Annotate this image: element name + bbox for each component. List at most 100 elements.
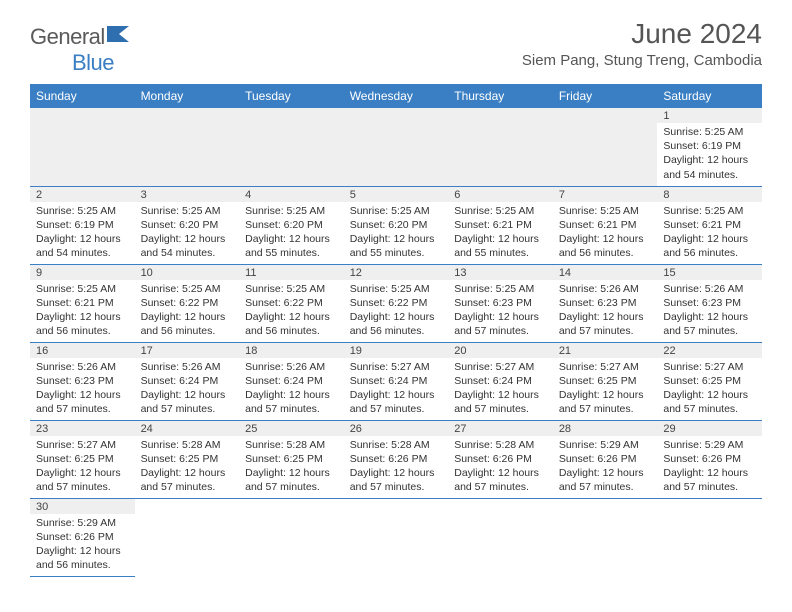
calendar-cell: 19Sunrise: 5:27 AMSunset: 6:24 PMDayligh… — [344, 342, 449, 420]
sunrise-line: Sunrise: 5:27 AM — [559, 360, 652, 374]
calendar-cell: 27Sunrise: 5:28 AMSunset: 6:26 PMDayligh… — [448, 420, 553, 498]
daylight-line: Daylight: 12 hours and 57 minutes. — [663, 310, 756, 338]
month-title: June 2024 — [522, 18, 762, 50]
daylight-line: Daylight: 12 hours and 56 minutes. — [663, 232, 756, 260]
calendar-row: 16Sunrise: 5:26 AMSunset: 6:23 PMDayligh… — [30, 342, 762, 420]
calendar-table: SundayMondayTuesdayWednesdayThursdayFrid… — [30, 84, 762, 577]
day-number: 2 — [30, 187, 135, 202]
calendar-cell: 13Sunrise: 5:25 AMSunset: 6:23 PMDayligh… — [448, 264, 553, 342]
day-details: Sunrise: 5:25 AMSunset: 6:21 PMDaylight:… — [448, 202, 553, 263]
day-details: Sunrise: 5:26 AMSunset: 6:24 PMDaylight:… — [135, 358, 240, 419]
daylight-line: Daylight: 12 hours and 56 minutes. — [141, 310, 234, 338]
logo: GeneralBlue — [30, 24, 133, 76]
calendar-cell: 5Sunrise: 5:25 AMSunset: 6:20 PMDaylight… — [344, 186, 449, 264]
calendar-cell: 17Sunrise: 5:26 AMSunset: 6:24 PMDayligh… — [135, 342, 240, 420]
daylight-line: Daylight: 12 hours and 54 minutes. — [141, 232, 234, 260]
day-details: Sunrise: 5:26 AMSunset: 6:24 PMDaylight:… — [239, 358, 344, 419]
day-number: 19 — [344, 343, 449, 358]
calendar-cell — [553, 108, 658, 186]
calendar-row: 1Sunrise: 5:25 AMSunset: 6:19 PMDaylight… — [30, 108, 762, 186]
day-number: 27 — [448, 421, 553, 436]
sunrise-line: Sunrise: 5:25 AM — [350, 204, 443, 218]
sunrise-line: Sunrise: 5:26 AM — [559, 282, 652, 296]
day-details: Sunrise: 5:25 AMSunset: 6:20 PMDaylight:… — [344, 202, 449, 263]
calendar-cell: 26Sunrise: 5:28 AMSunset: 6:26 PMDayligh… — [344, 420, 449, 498]
day-details: Sunrise: 5:25 AMSunset: 6:20 PMDaylight:… — [135, 202, 240, 263]
weekday-header: Saturday — [657, 84, 762, 108]
calendar-cell: 7Sunrise: 5:25 AMSunset: 6:21 PMDaylight… — [553, 186, 658, 264]
calendar-cell: 18Sunrise: 5:26 AMSunset: 6:24 PMDayligh… — [239, 342, 344, 420]
daylight-line: Daylight: 12 hours and 54 minutes. — [663, 153, 756, 181]
title-block: June 2024 Siem Pang, Stung Treng, Cambod… — [522, 18, 762, 69]
calendar-cell: 1Sunrise: 5:25 AMSunset: 6:19 PMDaylight… — [657, 108, 762, 186]
sunset-line: Sunset: 6:26 PM — [350, 452, 443, 466]
day-details: Sunrise: 5:29 AMSunset: 6:26 PMDaylight:… — [30, 514, 135, 575]
sunrise-line: Sunrise: 5:25 AM — [245, 204, 338, 218]
sunrise-line: Sunrise: 5:25 AM — [141, 204, 234, 218]
sunset-line: Sunset: 6:24 PM — [350, 374, 443, 388]
day-number: 10 — [135, 265, 240, 280]
day-details: Sunrise: 5:25 AMSunset: 6:21 PMDaylight:… — [30, 280, 135, 341]
sunrise-line: Sunrise: 5:29 AM — [36, 516, 129, 530]
calendar-cell: 10Sunrise: 5:25 AMSunset: 6:22 PMDayligh… — [135, 264, 240, 342]
day-number: 18 — [239, 343, 344, 358]
calendar-cell — [239, 108, 344, 186]
day-details: Sunrise: 5:28 AMSunset: 6:25 PMDaylight:… — [239, 436, 344, 497]
sunset-line: Sunset: 6:20 PM — [350, 218, 443, 232]
day-details: Sunrise: 5:25 AMSunset: 6:22 PMDaylight:… — [239, 280, 344, 341]
daylight-line: Daylight: 12 hours and 56 minutes. — [350, 310, 443, 338]
location: Siem Pang, Stung Treng, Cambodia — [522, 52, 762, 69]
logo-word-2: Blue — [72, 50, 114, 75]
daylight-line: Daylight: 12 hours and 56 minutes. — [36, 544, 129, 572]
day-details: Sunrise: 5:25 AMSunset: 6:19 PMDaylight:… — [30, 202, 135, 263]
calendar-cell: 23Sunrise: 5:27 AMSunset: 6:25 PMDayligh… — [30, 420, 135, 498]
sunset-line: Sunset: 6:24 PM — [454, 374, 547, 388]
daylight-line: Daylight: 12 hours and 57 minutes. — [454, 466, 547, 494]
sunset-line: Sunset: 6:21 PM — [36, 296, 129, 310]
daylight-line: Daylight: 12 hours and 55 minutes. — [245, 232, 338, 260]
calendar-cell: 3Sunrise: 5:25 AMSunset: 6:20 PMDaylight… — [135, 186, 240, 264]
calendar-body: 1Sunrise: 5:25 AMSunset: 6:19 PMDaylight… — [30, 108, 762, 576]
day-details: Sunrise: 5:27 AMSunset: 6:25 PMDaylight:… — [30, 436, 135, 497]
day-number: 17 — [135, 343, 240, 358]
daylight-line: Daylight: 12 hours and 57 minutes. — [245, 388, 338, 416]
sunrise-line: Sunrise: 5:25 AM — [245, 282, 338, 296]
calendar-cell: 16Sunrise: 5:26 AMSunset: 6:23 PMDayligh… — [30, 342, 135, 420]
daylight-line: Daylight: 12 hours and 57 minutes. — [36, 388, 129, 416]
day-number: 12 — [344, 265, 449, 280]
sunrise-line: Sunrise: 5:26 AM — [245, 360, 338, 374]
sunset-line: Sunset: 6:21 PM — [559, 218, 652, 232]
calendar-cell: 11Sunrise: 5:25 AMSunset: 6:22 PMDayligh… — [239, 264, 344, 342]
day-number: 28 — [553, 421, 658, 436]
sunrise-line: Sunrise: 5:25 AM — [350, 282, 443, 296]
daylight-line: Daylight: 12 hours and 56 minutes. — [245, 310, 338, 338]
day-details: Sunrise: 5:27 AMSunset: 6:24 PMDaylight:… — [448, 358, 553, 419]
sunrise-line: Sunrise: 5:26 AM — [141, 360, 234, 374]
sunset-line: Sunset: 6:26 PM — [559, 452, 652, 466]
calendar-cell: 25Sunrise: 5:28 AMSunset: 6:25 PMDayligh… — [239, 420, 344, 498]
daylight-line: Daylight: 12 hours and 57 minutes. — [559, 388, 652, 416]
calendar-cell: 9Sunrise: 5:25 AMSunset: 6:21 PMDaylight… — [30, 264, 135, 342]
logo-text: GeneralBlue — [30, 24, 133, 76]
day-number: 15 — [657, 265, 762, 280]
calendar-cell — [344, 498, 449, 576]
weekday-header: Tuesday — [239, 84, 344, 108]
calendar-row: 9Sunrise: 5:25 AMSunset: 6:21 PMDaylight… — [30, 264, 762, 342]
daylight-line: Daylight: 12 hours and 56 minutes. — [559, 232, 652, 260]
sunrise-line: Sunrise: 5:29 AM — [663, 438, 756, 452]
calendar-cell: 22Sunrise: 5:27 AMSunset: 6:25 PMDayligh… — [657, 342, 762, 420]
calendar-cell: 2Sunrise: 5:25 AMSunset: 6:19 PMDaylight… — [30, 186, 135, 264]
day-number: 13 — [448, 265, 553, 280]
day-number: 30 — [30, 499, 135, 514]
calendar-cell — [135, 108, 240, 186]
calendar-cell: 29Sunrise: 5:29 AMSunset: 6:26 PMDayligh… — [657, 420, 762, 498]
daylight-line: Daylight: 12 hours and 57 minutes. — [141, 388, 234, 416]
day-number: 25 — [239, 421, 344, 436]
sunrise-line: Sunrise: 5:28 AM — [245, 438, 338, 452]
sunset-line: Sunset: 6:25 PM — [663, 374, 756, 388]
calendar-header-row: SundayMondayTuesdayWednesdayThursdayFrid… — [30, 84, 762, 108]
sunset-line: Sunset: 6:26 PM — [454, 452, 547, 466]
day-details: Sunrise: 5:26 AMSunset: 6:23 PMDaylight:… — [553, 280, 658, 341]
sunset-line: Sunset: 6:26 PM — [663, 452, 756, 466]
day-details: Sunrise: 5:25 AMSunset: 6:21 PMDaylight:… — [657, 202, 762, 263]
